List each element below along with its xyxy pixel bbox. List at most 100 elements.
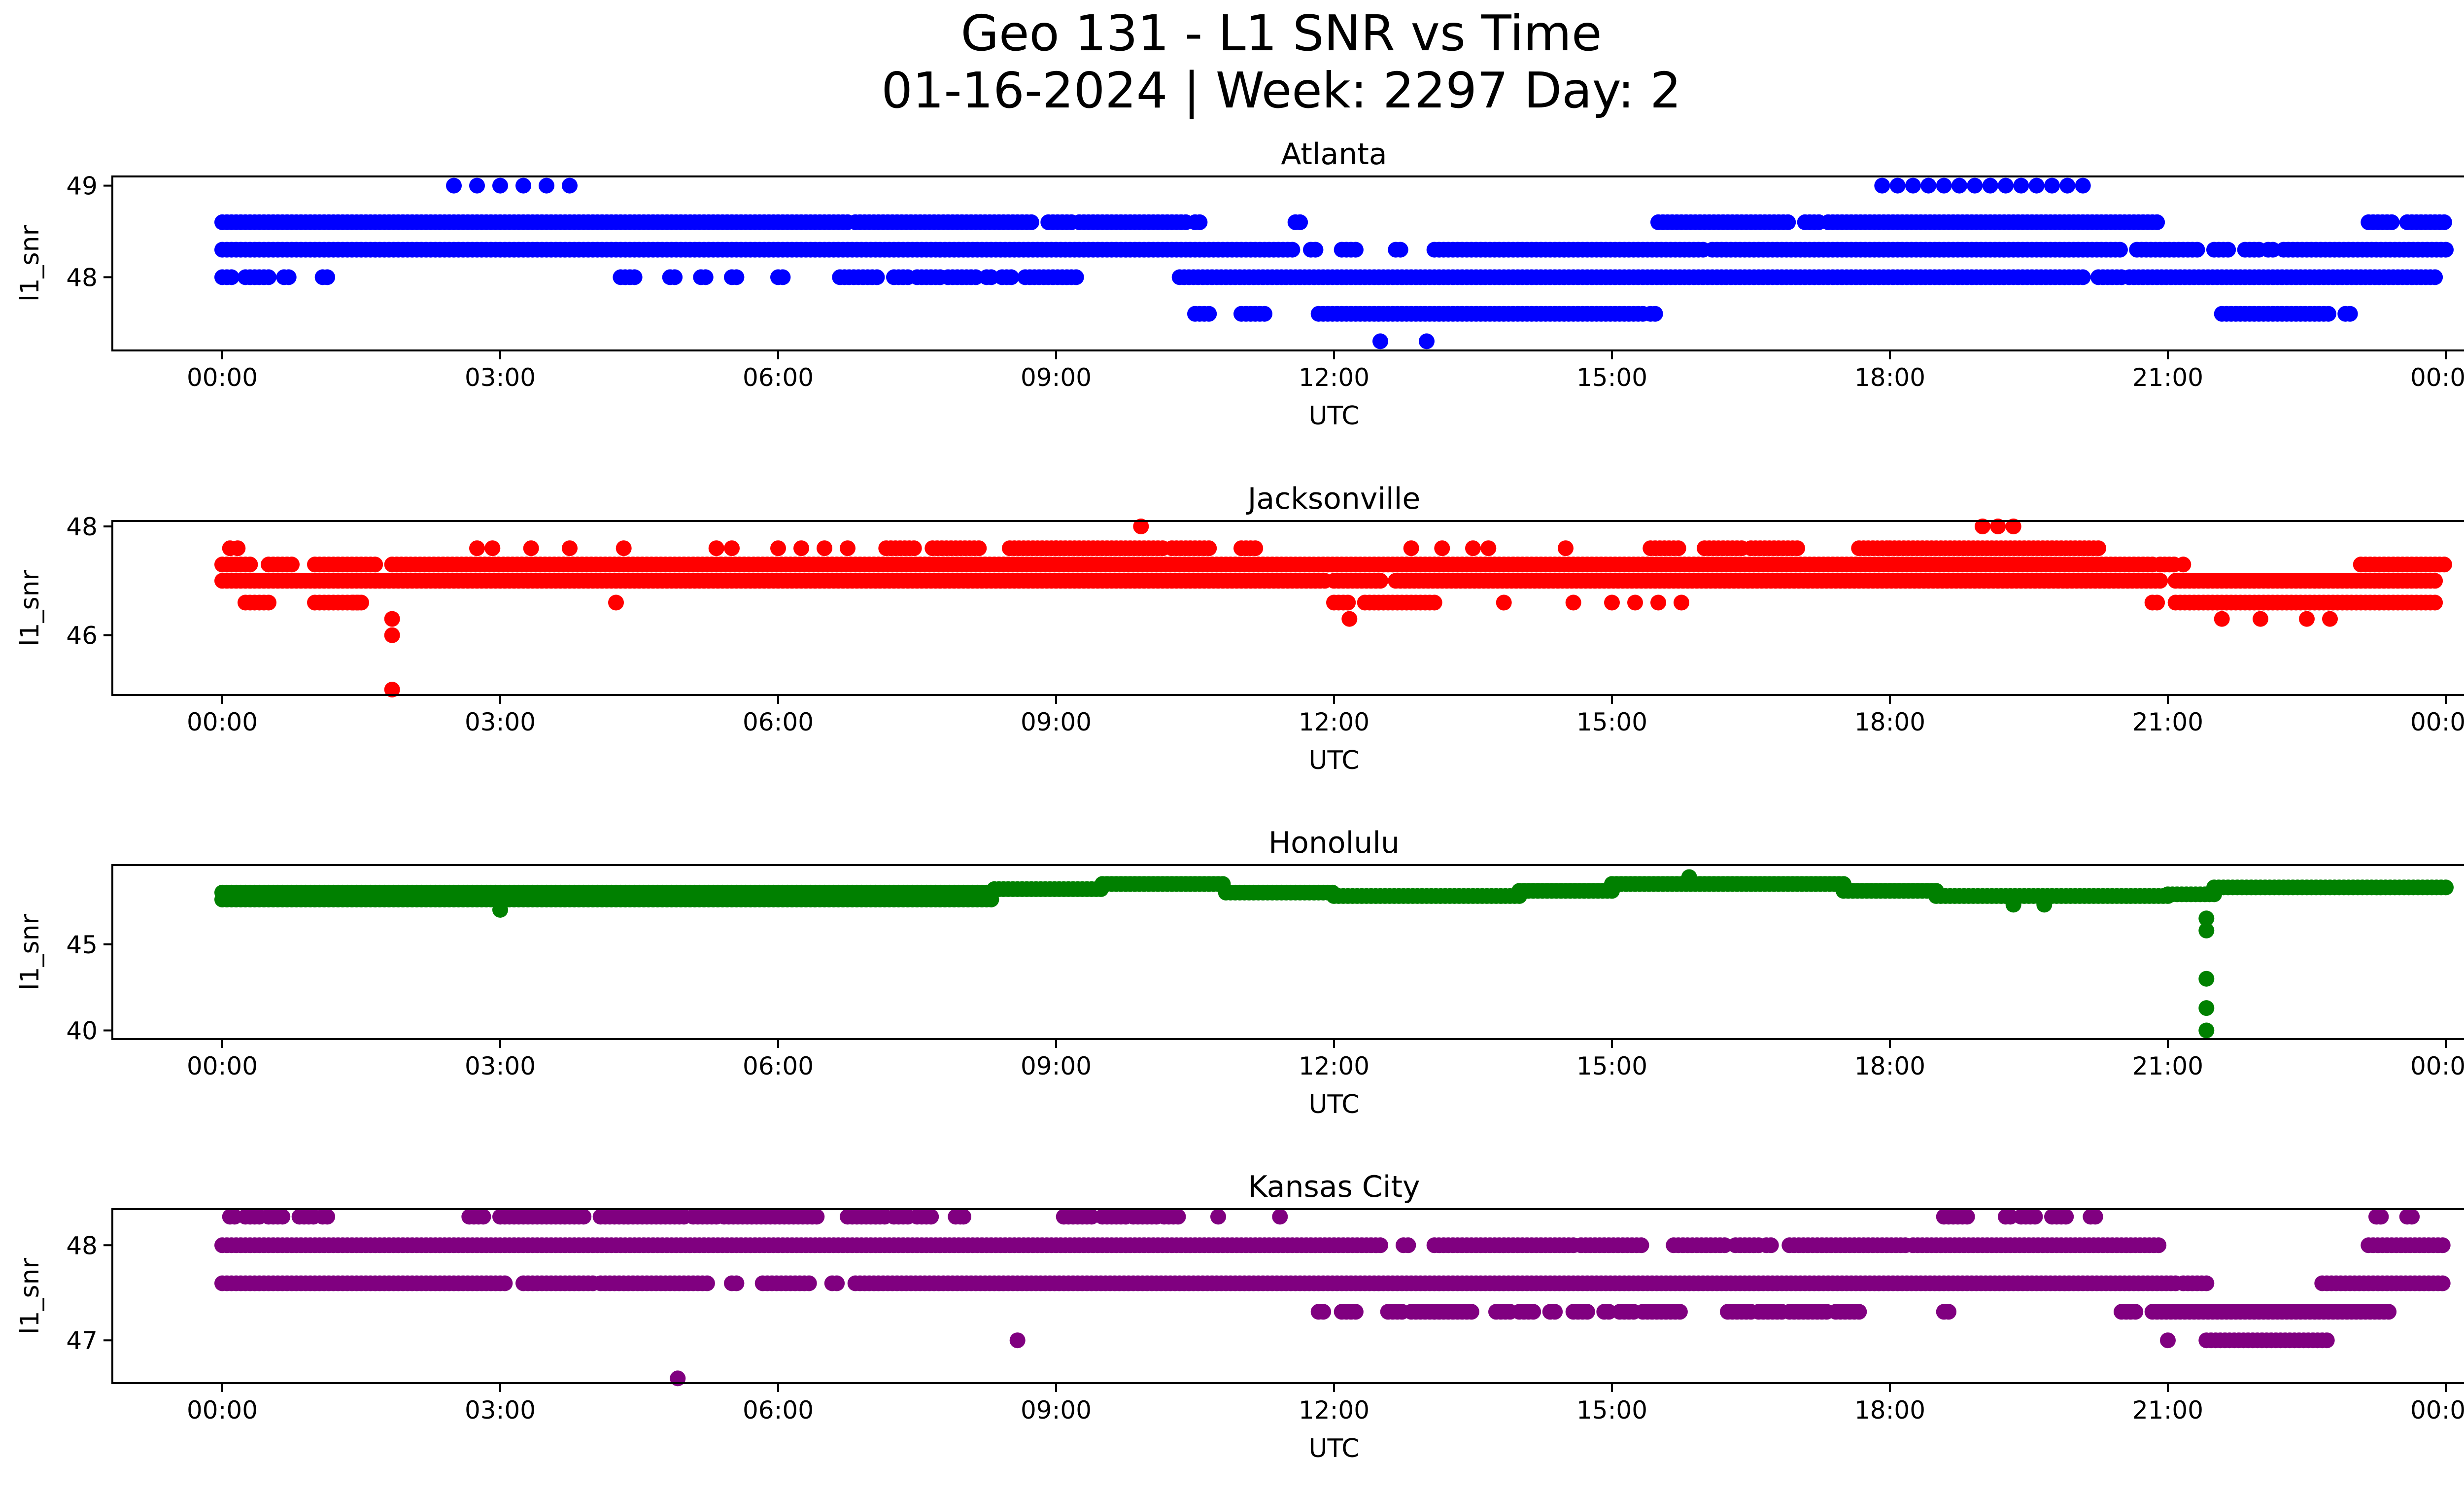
data-point — [1672, 1304, 1688, 1320]
y-axis-label: l1_snr — [15, 225, 45, 302]
data-point — [2404, 1209, 2420, 1225]
data-point — [1392, 242, 1408, 258]
data-point — [2220, 242, 2236, 258]
data-point — [1579, 1304, 1595, 1320]
data-point — [2198, 971, 2215, 987]
data-point — [446, 177, 462, 194]
data-point — [261, 594, 276, 611]
y-tick-label: 45 — [66, 931, 98, 959]
data-point — [869, 269, 885, 285]
data-point — [1716, 1237, 1733, 1253]
scatter-points — [214, 519, 2452, 697]
data-point — [2319, 1332, 2335, 1349]
data-point — [2214, 611, 2230, 627]
data-point — [1257, 306, 1272, 322]
data-point — [699, 1275, 715, 1291]
panel-kansas-city: 00:00 03:00 06:00 09:00 12:00 15:00 18:00 21:00… — [15, 1170, 2464, 1463]
x-tick-label: 12:00 — [1299, 1396, 1369, 1425]
data-point — [2299, 611, 2315, 627]
data-point — [2342, 306, 2358, 322]
x-tick-label: 03:00 — [465, 363, 536, 392]
data-point — [261, 269, 276, 285]
x-tick-label: 21:00 — [2132, 1052, 2203, 1080]
x-tick-label: 06:00 — [743, 1396, 814, 1425]
data-point — [1601, 1304, 1617, 1320]
data-point — [2075, 269, 2091, 285]
data-point — [724, 540, 740, 556]
x-tick-label: 00:00 — [187, 1052, 258, 1080]
data-point — [1192, 214, 1208, 230]
data-point — [1403, 540, 1419, 556]
data-point — [1558, 540, 1574, 556]
data-point — [2027, 1209, 2043, 1225]
data-point — [2434, 1237, 2451, 1253]
data-point — [367, 556, 383, 573]
x-tick-label: 15:00 — [1576, 1052, 1647, 1080]
x-axis-label: UTC — [1308, 401, 1359, 431]
y-tick-label: 48 — [66, 513, 98, 541]
data-point — [1341, 611, 1358, 627]
y-axis-label: l1_snr — [15, 569, 45, 646]
data-point — [1201, 540, 1217, 556]
data-point — [562, 540, 578, 556]
data-point — [1463, 1304, 1479, 1320]
data-point — [1084, 1209, 1100, 1225]
data-point — [2087, 1209, 2103, 1225]
data-point — [1480, 540, 1497, 556]
x-tick-label: 06:00 — [743, 363, 814, 392]
data-point — [1990, 519, 2006, 534]
data-point — [775, 269, 791, 285]
x-tick-label: 06:00 — [743, 708, 814, 736]
data-point — [274, 1209, 291, 1225]
x-axis-label: UTC — [1308, 1090, 1359, 1119]
data-point — [2005, 897, 2021, 913]
data-point — [1347, 1304, 1364, 1320]
data-point — [968, 269, 984, 285]
x-tick-label: 18:00 — [1854, 363, 1925, 392]
x-tick-label: 00:00 — [2410, 363, 2464, 392]
data-point — [230, 540, 246, 556]
data-point — [2436, 556, 2452, 573]
data-point — [2198, 922, 2215, 939]
data-point — [1419, 333, 1435, 349]
data-point — [1650, 594, 1666, 611]
data-point — [1284, 242, 1300, 258]
data-point — [708, 540, 724, 556]
data-point — [2198, 1000, 2215, 1016]
y-tick-label: 48 — [66, 263, 98, 292]
data-point — [1674, 594, 1689, 611]
data-point — [1496, 594, 1512, 611]
x-tick-label: 00:00 — [187, 1396, 258, 1425]
data-point — [2198, 1275, 2215, 1291]
data-point — [817, 540, 832, 556]
data-point — [1920, 177, 1937, 194]
data-point — [1681, 869, 1697, 885]
data-point — [1133, 519, 1149, 534]
x-tick-label: 09:00 — [1021, 708, 1092, 736]
data-point — [469, 177, 485, 194]
figure-title-line2: 01-16-2024 | Week: 2297 Day: 2 — [881, 62, 1681, 119]
data-point — [2149, 594, 2165, 611]
axes-frame — [111, 1208, 2464, 1384]
data-point — [1170, 1209, 1186, 1225]
x-tick-label: 12:00 — [1299, 708, 1369, 736]
data-point — [1959, 1209, 1975, 1225]
data-point — [515, 177, 531, 194]
data-point — [616, 540, 632, 556]
subplot-title: Atlanta — [1281, 137, 1387, 172]
data-point — [2322, 611, 2338, 627]
data-point — [1967, 177, 1983, 194]
data-point — [350, 594, 366, 611]
data-point — [2438, 242, 2454, 258]
data-point — [1780, 214, 1796, 230]
data-point — [319, 1209, 336, 1225]
data-point — [2189, 242, 2205, 258]
data-point — [2013, 177, 2029, 194]
data-point — [770, 540, 786, 556]
data-point — [1604, 594, 1620, 611]
data-point — [1633, 1237, 1649, 1253]
data-point — [1009, 1332, 1026, 1349]
data-point — [1951, 177, 1967, 194]
data-point — [1272, 1209, 1288, 1225]
panel-atlanta: 00:00 03:00 06:00 09:00 12:00 15:00 18:00 21:00… — [15, 137, 2464, 431]
